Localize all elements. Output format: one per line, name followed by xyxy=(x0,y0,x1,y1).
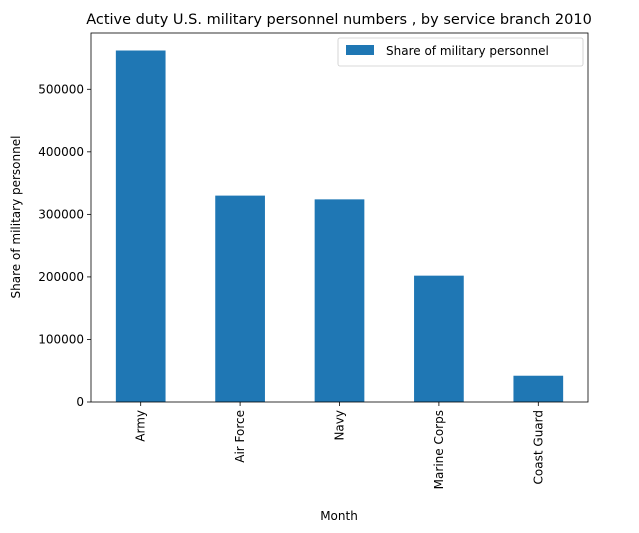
y-tick-label: 0 xyxy=(76,395,84,409)
y-axis: 0 100000 200000 300000 400000 500000 xyxy=(38,82,91,409)
bar-navy xyxy=(315,199,365,402)
bar-coast-guard xyxy=(513,376,563,402)
x-axis-label: Month xyxy=(320,509,358,523)
chart-title: Active duty U.S. military personnel numb… xyxy=(86,12,592,28)
y-tick-label: 400000 xyxy=(38,145,84,159)
y-tick-label: 100000 xyxy=(38,332,84,346)
x-tick-label: Coast Guard xyxy=(531,410,545,484)
bar-marine-corps xyxy=(414,276,464,402)
bar-army xyxy=(116,51,166,402)
x-tick-label: Army xyxy=(134,410,148,442)
x-tick-label: Air Force xyxy=(233,410,247,463)
bar-air-force xyxy=(215,196,265,402)
y-tick-label: 200000 xyxy=(38,270,84,284)
y-tick-label: 500000 xyxy=(38,82,84,96)
x-tick-label: Marine Corps xyxy=(432,410,446,489)
legend-swatch xyxy=(346,45,374,55)
bars xyxy=(116,51,563,402)
legend: Share of military personnel xyxy=(338,38,583,66)
x-tick-label: Navy xyxy=(333,410,347,441)
y-tick-label: 300000 xyxy=(38,207,84,221)
y-axis-label: Share of military personnel xyxy=(9,136,23,299)
legend-label: Share of military personnel xyxy=(386,44,549,58)
x-axis: Army Air Force Navy Marine Corps Coast Guard xyxy=(134,402,546,489)
